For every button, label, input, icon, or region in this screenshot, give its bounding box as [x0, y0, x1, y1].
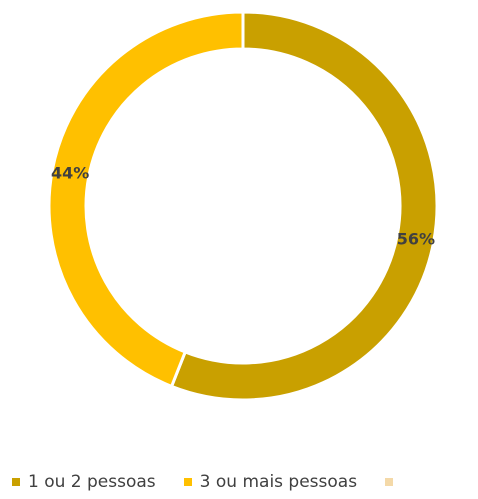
data-label-2: 44%: [51, 164, 89, 183]
data-label-1: 56%: [397, 229, 435, 248]
slice-1-ou-2-pessoas[interactable]: [169, 10, 439, 402]
legend-swatch-3: [385, 478, 394, 486]
legend: 1 ou 2 pessoas 3 ou mais pessoas: [0, 470, 478, 494]
slice-labels-group: 56% 44%: [51, 164, 435, 249]
legend-swatch-1-ou-2-pessoas: [12, 478, 20, 486]
legend-item-3-ou-mais-pessoas[interactable]: 3 ou mais pessoas: [183, 472, 373, 492]
slice-3-ou-mais-pessoas[interactable]: [47, 10, 245, 389]
legend-label-1-ou-2-pessoas: 1 ou 2 pessoas: [28, 472, 156, 492]
legend-item-3[interactable]: [385, 478, 417, 486]
chart-canvas: 56% 44%: [47, 10, 439, 402]
legend-swatch-3-ou-mais-pessoas: [183, 478, 192, 486]
legend-item-1-ou-2-pessoas[interactable]: 1 ou 2 pessoas: [12, 472, 172, 492]
legend-label-3-ou-mais-pessoas: 3 ou mais pessoas: [199, 472, 358, 492]
slices-group: [47, 10, 439, 402]
